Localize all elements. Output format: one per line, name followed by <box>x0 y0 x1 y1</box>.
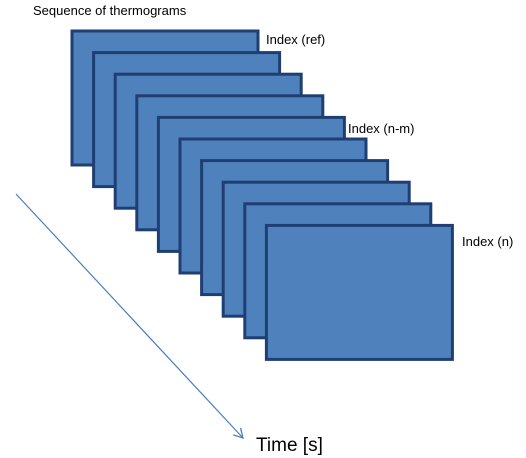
index-n-minus-m-label: Index (n-m) <box>348 121 414 136</box>
time-arrow <box>15 193 244 439</box>
thermogram-frames <box>70 29 454 361</box>
diagram-title: Sequence of thermograms <box>33 3 187 18</box>
thermogram-frame-10 <box>264 223 454 361</box>
index-n-label: Index (n) <box>462 234 513 249</box>
index-ref-label: Index (ref) <box>266 32 325 47</box>
time-axis-label: Time [s] <box>256 435 323 456</box>
